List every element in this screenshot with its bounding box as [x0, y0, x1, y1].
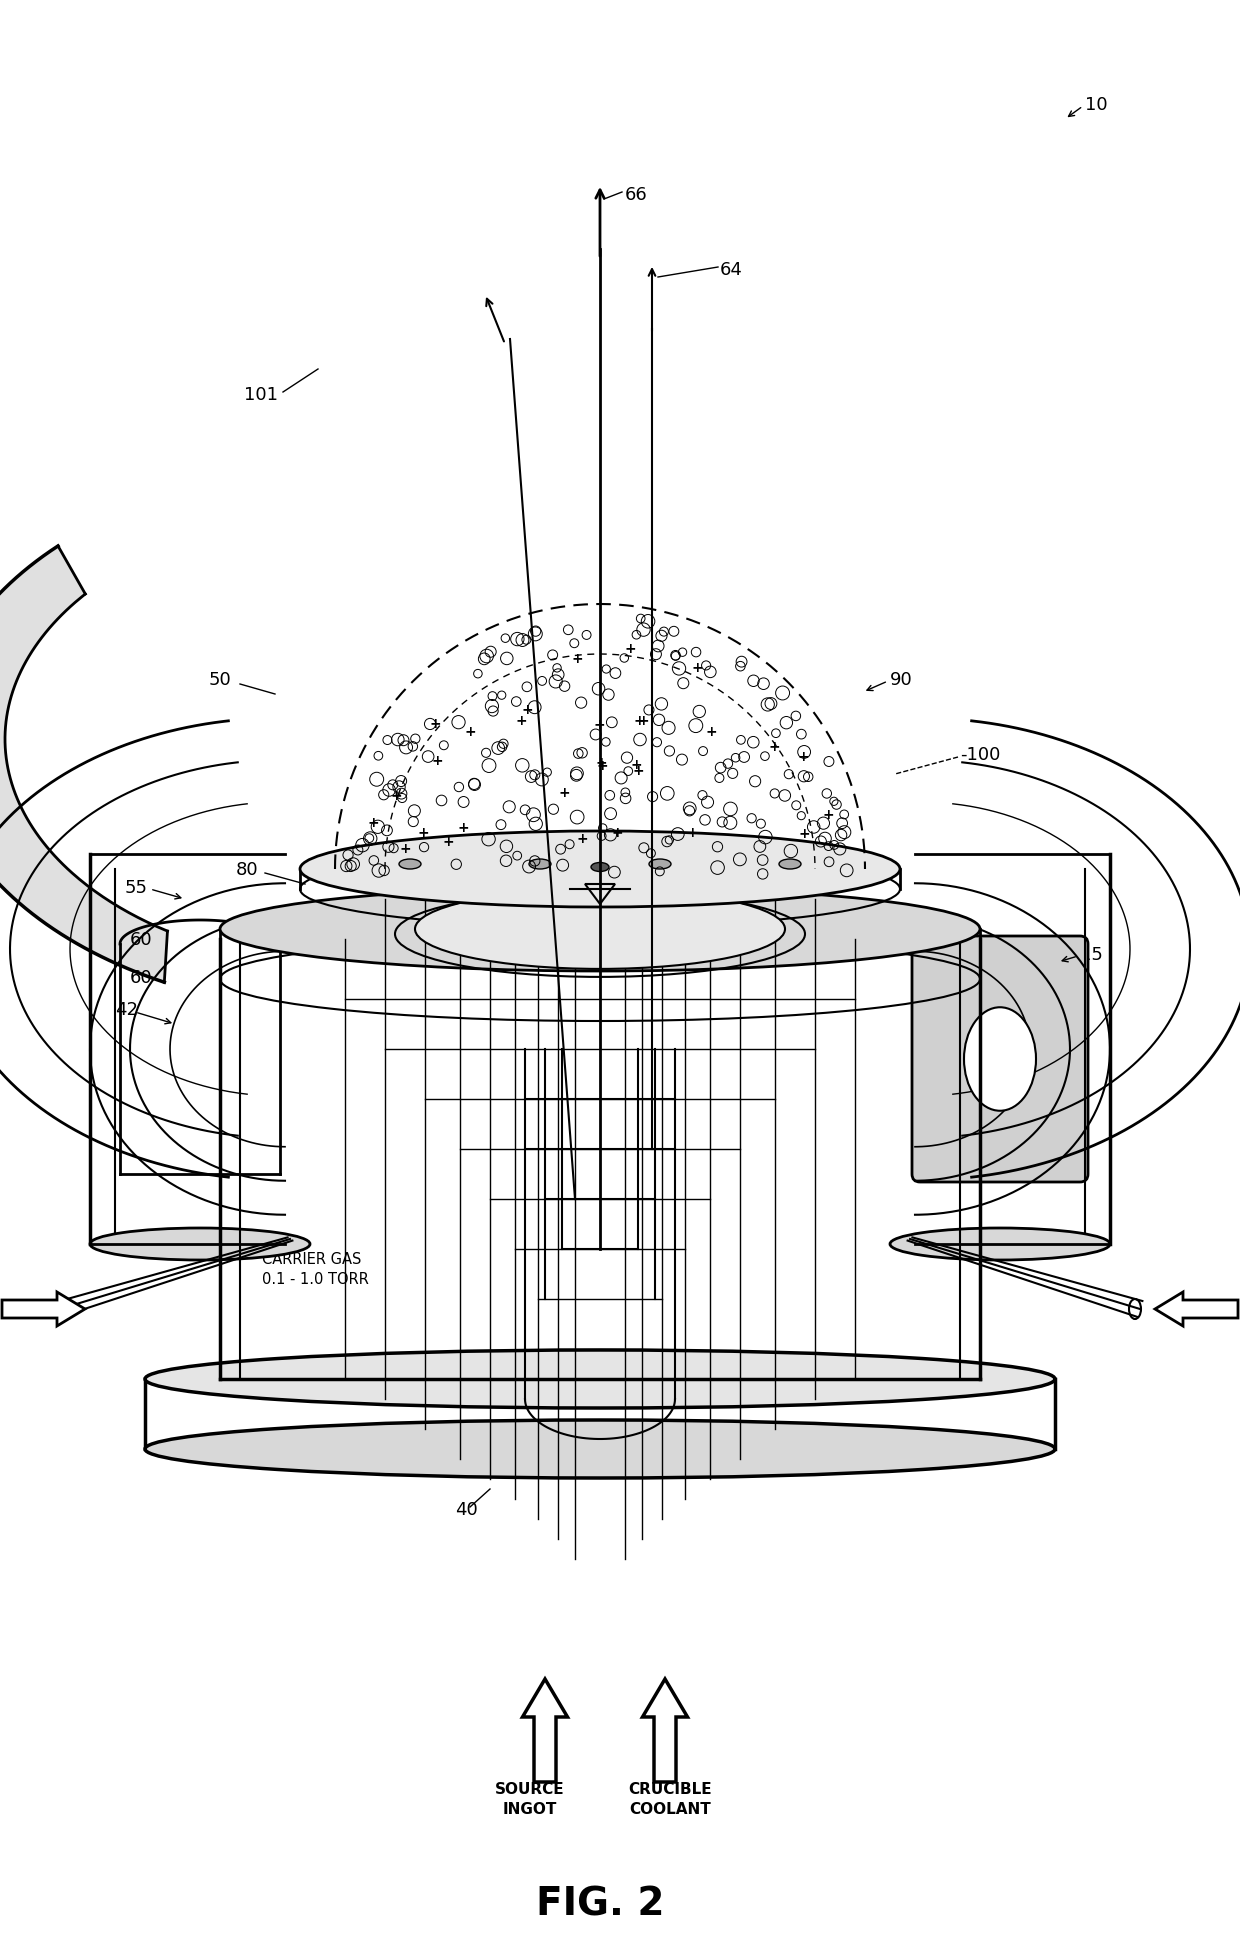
Text: +: + — [611, 826, 624, 840]
Text: 10: 10 — [1085, 95, 1107, 114]
Text: CRUCIBLE: CRUCIBLE — [629, 1782, 712, 1797]
Ellipse shape — [145, 1419, 1055, 1478]
Text: 60: 60 — [129, 931, 153, 948]
Text: 40: 40 — [455, 1501, 477, 1518]
Ellipse shape — [649, 859, 671, 869]
Text: +: + — [516, 714, 527, 727]
Text: 42: 42 — [115, 1001, 138, 1018]
Text: +: + — [799, 826, 810, 842]
Text: 70: 70 — [1176, 1301, 1198, 1319]
Ellipse shape — [529, 859, 551, 869]
Polygon shape — [642, 1679, 687, 1782]
Ellipse shape — [890, 1229, 1110, 1260]
Text: +: + — [692, 661, 703, 675]
Text: 70: 70 — [9, 1301, 32, 1319]
Text: +: + — [418, 826, 429, 840]
Text: 101: 101 — [244, 386, 278, 403]
Text: +: + — [630, 758, 641, 772]
Text: +: + — [577, 832, 588, 845]
Text: +: + — [797, 748, 808, 764]
FancyBboxPatch shape — [911, 937, 1087, 1183]
Ellipse shape — [591, 863, 609, 873]
Text: 15: 15 — [1080, 946, 1102, 964]
Text: +: + — [687, 826, 698, 840]
Ellipse shape — [91, 1229, 310, 1260]
Ellipse shape — [399, 859, 422, 869]
Text: +: + — [465, 725, 476, 739]
Text: +: + — [572, 652, 583, 665]
Ellipse shape — [300, 832, 900, 907]
Text: CARRIER GAS: CARRIER GAS — [262, 1253, 361, 1266]
Text: +: + — [594, 717, 605, 731]
Text: 80: 80 — [236, 861, 258, 878]
Text: 60: 60 — [870, 911, 893, 929]
Text: +: + — [368, 814, 379, 830]
Text: 64: 64 — [720, 262, 743, 279]
Text: +: + — [399, 842, 410, 855]
Text: +: + — [634, 714, 645, 727]
Text: COOLANT: COOLANT — [629, 1801, 711, 1817]
Ellipse shape — [219, 888, 980, 971]
Text: 66: 66 — [625, 186, 647, 204]
Text: 55: 55 — [125, 878, 148, 896]
Text: +: + — [595, 756, 606, 770]
Text: 50: 50 — [208, 671, 232, 688]
Text: -100: -100 — [960, 747, 1001, 764]
Text: +: + — [458, 820, 470, 834]
Text: +: + — [391, 789, 402, 803]
Text: +: + — [822, 809, 833, 822]
Text: 90: 90 — [890, 671, 913, 688]
Text: INGOT: INGOT — [502, 1801, 557, 1817]
Ellipse shape — [415, 890, 785, 970]
Polygon shape — [2, 1291, 86, 1326]
Polygon shape — [1154, 1291, 1238, 1326]
Ellipse shape — [145, 1350, 1055, 1408]
Polygon shape — [0, 547, 167, 983]
Text: +: + — [632, 764, 644, 778]
Text: +: + — [443, 834, 455, 847]
Text: FIG. 2: FIG. 2 — [536, 1885, 665, 1923]
Text: 60: 60 — [129, 968, 153, 987]
Text: +: + — [522, 702, 533, 715]
Polygon shape — [522, 1679, 568, 1782]
Ellipse shape — [779, 859, 801, 869]
Text: 0.1 - 1.0 TORR: 0.1 - 1.0 TORR — [262, 1272, 368, 1287]
Ellipse shape — [963, 1008, 1035, 1111]
Text: +: + — [596, 758, 609, 774]
Text: SOURCE: SOURCE — [495, 1782, 564, 1797]
Text: +: + — [768, 739, 780, 752]
Text: +: + — [625, 642, 636, 655]
Text: +: + — [558, 785, 570, 801]
Text: +: + — [637, 714, 649, 727]
Text: +: + — [432, 754, 443, 768]
Text: +: + — [706, 725, 718, 739]
Text: +: + — [429, 717, 440, 731]
